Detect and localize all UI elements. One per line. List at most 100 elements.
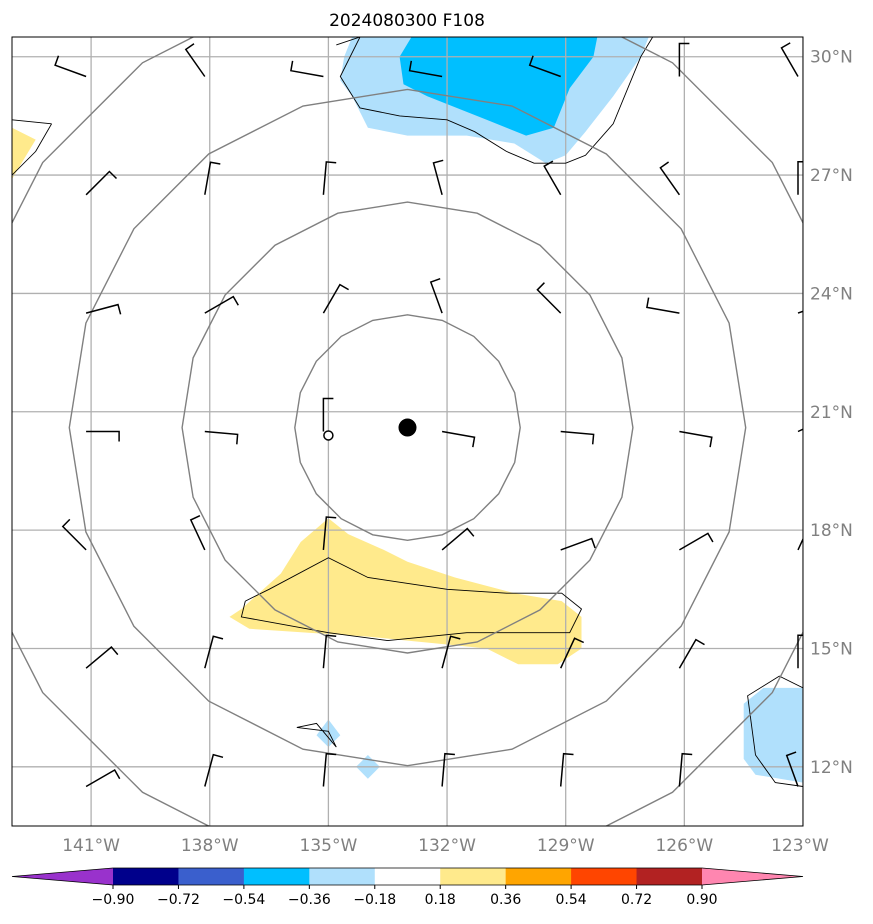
lon-label: 135°W <box>300 836 358 856</box>
colorbar-label: 0.72 <box>621 892 652 908</box>
wind-barb <box>678 638 705 669</box>
wind-barb <box>322 634 337 669</box>
wind-barb <box>54 55 87 78</box>
wind-barb <box>85 170 118 196</box>
colorbar-extend-high <box>702 868 803 885</box>
contour-lines <box>12 37 803 787</box>
lat-label: 27°N <box>810 166 853 186</box>
contour-line-3 <box>240 557 583 642</box>
lat-label: 24°N <box>810 284 853 304</box>
contour-line-2 <box>336 37 654 164</box>
colorbar-box <box>374 868 441 885</box>
wind-barb <box>560 637 585 669</box>
wind-barb <box>184 43 206 77</box>
wind-barb <box>646 297 680 314</box>
wind-barb <box>204 161 221 195</box>
wind-barb <box>441 635 461 669</box>
wind-barb <box>290 60 324 78</box>
filled-region-2 <box>399 37 598 136</box>
colorbar-box <box>505 868 572 885</box>
range-rings <box>12 37 803 826</box>
colorbar-box <box>571 868 638 885</box>
wind-barb <box>432 159 444 195</box>
colorbar-box <box>440 868 507 885</box>
range-ring-0 <box>294 314 521 542</box>
wind-barb <box>85 768 121 788</box>
colorbar-label: −0.90 <box>92 892 135 908</box>
wind-barbs <box>54 42 803 788</box>
colorbar-label: −0.54 <box>222 892 265 908</box>
wind-barb <box>322 516 337 550</box>
lat-label: 30°N <box>810 48 853 68</box>
colorbar: −0.90 −0.72 −0.54 −0.36 −0.18 0.18 0.36 0.54 0.7… <box>11 867 804 908</box>
secondary-center-marker <box>323 430 334 441</box>
wind-barb <box>86 430 120 442</box>
colorbar-label: −0.18 <box>353 892 396 908</box>
wind-barb <box>678 42 690 77</box>
colorbar-box <box>636 868 703 885</box>
latitude-labels: 30°N 27°N 24°N 21°N 18°N 15°N 12°N <box>810 48 853 778</box>
colorbar-extend-low <box>12 868 113 885</box>
filled-regions <box>12 37 803 783</box>
wind-barb <box>441 430 476 448</box>
lat-label: 15°N <box>810 639 853 659</box>
wind-barb <box>560 537 596 551</box>
storm-center-dot <box>398 418 417 437</box>
lon-label: 138°W <box>181 836 239 856</box>
wind-barb <box>408 60 443 78</box>
gridlines <box>12 37 803 826</box>
wind-barb <box>543 160 562 196</box>
lon-label: 129°W <box>537 836 595 856</box>
wind-barb <box>441 752 455 787</box>
wind-barb <box>679 430 713 448</box>
wind-barb <box>322 397 334 432</box>
range-ring-1 <box>181 201 634 654</box>
colorbar-box <box>113 868 179 885</box>
wind-barb <box>560 430 595 445</box>
range-ring-2 <box>68 88 747 767</box>
colorbar-label: 0.18 <box>425 892 456 908</box>
map-frame <box>11 36 804 827</box>
lon-label: 141°W <box>62 836 120 856</box>
wind-barb <box>322 161 337 195</box>
center-markers <box>323 418 417 441</box>
colorbar-label: 0.36 <box>490 892 521 908</box>
colorbar-label: −0.36 <box>288 892 331 908</box>
longitude-labels: 141°W 138°W 135°W 132°W 129°W 126°W 123°W <box>62 836 829 856</box>
wind-barb <box>189 515 206 551</box>
map-area <box>12 37 803 826</box>
wind-barb <box>441 527 475 551</box>
wind-barb <box>679 532 714 551</box>
colorbar-label: 0.90 <box>686 892 717 908</box>
wind-barb <box>659 161 681 196</box>
wind-barb <box>322 752 337 787</box>
wind-barb <box>785 751 799 787</box>
filled-region-3 <box>229 518 582 665</box>
wind-barb <box>85 303 122 315</box>
lon-label: 123°W <box>771 836 829 856</box>
wind-barb <box>322 283 349 314</box>
chart-title: 2024080300 F108 <box>329 11 485 31</box>
wind-barb <box>536 282 562 314</box>
wind-barb <box>797 161 803 195</box>
lat-label: 18°N <box>810 521 853 541</box>
wind-barb <box>204 295 239 314</box>
wind-barb <box>204 430 239 445</box>
contour-line-4 <box>747 675 803 787</box>
wind-barb <box>85 645 119 669</box>
colorbar-label: 0.54 <box>556 892 587 908</box>
colorbar-box <box>309 868 376 885</box>
colorbar-box <box>178 868 245 885</box>
wind-barb <box>559 752 574 787</box>
lat-label: 21°N <box>810 403 853 423</box>
filled-region-0 <box>12 127 36 179</box>
wind-barb <box>528 55 561 78</box>
range-ring-3 <box>12 37 803 826</box>
wind-barb <box>429 277 443 314</box>
wind-barb <box>678 752 693 787</box>
contour-line-5 <box>296 722 337 748</box>
wind-barb <box>780 42 799 77</box>
wind-barb <box>204 635 224 669</box>
wind-barb <box>797 634 803 669</box>
lon-label: 132°W <box>418 836 476 856</box>
